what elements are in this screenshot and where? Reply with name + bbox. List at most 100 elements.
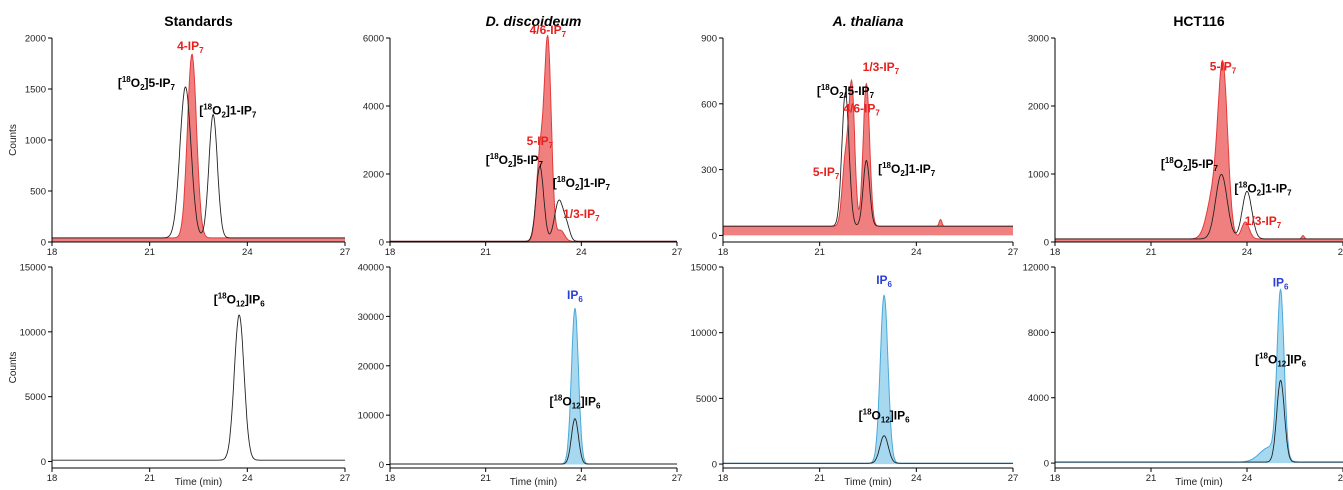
peak-label: 5-IP7 <box>527 134 554 150</box>
y-tick-label: 900 <box>701 34 717 45</box>
peak-label: IP6 <box>567 288 583 304</box>
x-tick-label: 27 <box>1008 247 1019 258</box>
sample-trace-line <box>1055 59 1343 240</box>
x-axis-label: Time (min) <box>1175 477 1222 488</box>
sample-trace-line <box>390 307 677 465</box>
x-axis-label: Time (min) <box>510 477 557 488</box>
peak-label: 4/6-IP7 <box>843 102 880 118</box>
y-tick-label: 0 <box>712 231 717 242</box>
chart-panel: 0 5000 10000 15000 18 21 24 27 Counts Time (min) [… <box>8 263 350 489</box>
standard-trace-line <box>1055 173 1343 240</box>
x-tick-label: 21 <box>1146 473 1157 484</box>
chart-panel: 0 5000 10000 15000 18 21 24 27 Time (min) IP6 [18O… <box>691 263 1019 489</box>
x-axis-label: Time (min) <box>844 477 891 488</box>
y-tick-label: 2000 <box>363 170 384 181</box>
peak-label: [18O2]5-IP7 <box>1161 156 1219 173</box>
y-tick-label: 4000 <box>363 102 384 113</box>
y-axis-label: Counts <box>8 124 19 156</box>
peak-label: [18O12]IP6 <box>859 407 911 424</box>
chart-panel: 0 1000 2000 3000 18 21 24 27 5-IP7 [18O2]5-IP7 [18… <box>1028 34 1343 258</box>
panel-title: A. thaliana <box>832 13 904 29</box>
y-tick-label: 0 <box>379 238 384 249</box>
peak-label: IP6 <box>1273 276 1289 292</box>
sample-trace-fill <box>1055 60 1343 242</box>
y-tick-label: 0 <box>1044 238 1049 249</box>
x-tick-label: 27 <box>340 247 351 258</box>
y-tick-label: 12000 <box>1023 263 1049 274</box>
chart-panel: 0 4000 8000 12000 18 21 24 27 Time (min) IP6 [18O1… <box>1023 263 1343 488</box>
panel-title: D. discoideum <box>486 13 582 29</box>
x-tick-label: 18 <box>47 247 58 258</box>
x-tick-label: 18 <box>385 473 396 484</box>
y-tick-label: 2000 <box>1028 102 1049 113</box>
peak-label: 1/3-IP7 <box>1245 214 1282 230</box>
y-tick-label: 0 <box>712 460 717 471</box>
panel-title: HCT116 <box>1173 13 1225 29</box>
standard-trace-line <box>723 91 1013 227</box>
x-tick-label: 21 <box>480 473 491 484</box>
y-axis-label: Counts <box>8 352 19 384</box>
x-tick-label: 21 <box>144 247 155 258</box>
y-tick-label: 0 <box>41 457 46 468</box>
y-tick-label: 5000 <box>25 392 46 403</box>
peak-label: 4-IP7 <box>177 39 204 55</box>
standard-trace-line <box>52 86 345 239</box>
y-tick-label: 1000 <box>1028 170 1049 181</box>
x-tick-label: 21 <box>480 247 491 258</box>
peak-label: [18O12]IP6 <box>1255 351 1307 368</box>
peak-label: [18O12]IP6 <box>214 291 266 308</box>
y-tick-label: 40000 <box>358 263 384 274</box>
x-tick-label: 18 <box>1050 247 1061 258</box>
y-tick-label: 6000 <box>363 34 384 45</box>
x-tick-label: 24 <box>1242 473 1253 484</box>
standard-trace-line <box>52 314 345 461</box>
peak-label: 4/6-IP7 <box>530 23 567 39</box>
y-tick-label: 15000 <box>691 263 717 274</box>
y-tick-label: 2000 <box>25 34 46 45</box>
x-tick-label: 24 <box>242 247 253 258</box>
peak-label: [18O2]5-IP7 <box>817 83 875 100</box>
x-tick-label: 27 <box>1338 247 1343 258</box>
peak-label: 1/3-IP7 <box>563 207 600 223</box>
x-tick-label: 27 <box>1338 473 1343 484</box>
y-tick-label: 10000 <box>358 411 384 422</box>
chart-panel: 0 10000 20000 30000 40000 18 21 24 27 Time (min) I… <box>358 263 683 489</box>
sample-trace-line <box>723 294 1013 464</box>
y-tick-label: 10000 <box>20 327 46 338</box>
x-tick-label: 24 <box>576 473 587 484</box>
peak-label: [18O12]IP6 <box>549 393 601 410</box>
x-axis-label: Time (min) <box>175 477 222 488</box>
y-tick-label: 0 <box>379 460 384 471</box>
y-tick-label: 500 <box>30 187 46 198</box>
standard-trace-line <box>390 418 677 465</box>
x-tick-label: 18 <box>385 247 396 258</box>
x-tick-label: 24 <box>576 247 587 258</box>
sample-trace-line <box>1055 288 1343 463</box>
x-tick-label: 18 <box>1050 473 1061 484</box>
peak-label: 5-IP7 <box>1210 60 1237 76</box>
y-tick-label: 1500 <box>25 85 46 96</box>
peak-label: 1/3-IP7 <box>863 60 900 76</box>
standard-trace-line <box>390 166 677 242</box>
x-tick-label: 27 <box>340 473 351 484</box>
peak-label: [18O2]1-IP7 <box>1234 180 1292 197</box>
x-tick-label: 27 <box>672 473 683 484</box>
y-tick-label: 10000 <box>691 328 717 339</box>
standard-trace-line <box>723 435 1013 464</box>
peak-label: 5-IP7 <box>813 165 840 181</box>
y-tick-label: 3000 <box>1028 34 1049 45</box>
x-tick-label: 21 <box>144 473 155 484</box>
y-tick-label: 15000 <box>20 263 46 274</box>
sample-trace-fill <box>390 308 677 465</box>
x-tick-label: 24 <box>1242 247 1253 258</box>
y-tick-label: 30000 <box>358 312 384 323</box>
x-tick-label: 24 <box>911 473 922 484</box>
y-tick-label: 1000 <box>25 136 46 147</box>
y-tick-label: 600 <box>701 99 717 110</box>
x-tick-label: 21 <box>814 473 825 484</box>
x-tick-label: 18 <box>47 473 58 484</box>
peak-label: [18O2]1-IP7 <box>878 161 936 178</box>
peak-label: [18O2]1-IP7 <box>553 175 611 192</box>
y-tick-label: 300 <box>701 165 717 176</box>
